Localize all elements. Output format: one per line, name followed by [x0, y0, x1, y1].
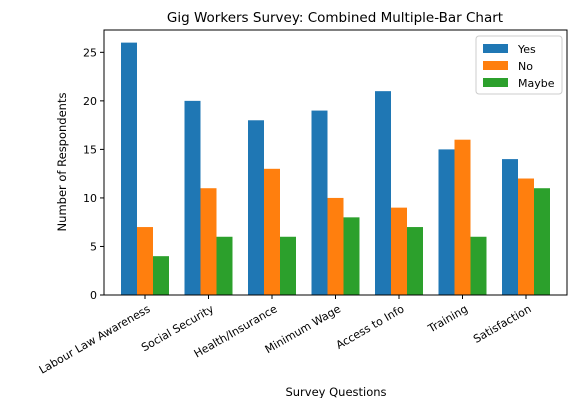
legend-swatch-maybe	[483, 78, 508, 87]
legend-label-yes: Yes	[517, 43, 536, 56]
bar-no-1	[137, 227, 153, 295]
bar-maybe-2	[216, 236, 233, 295]
x-tick-label: Training	[425, 302, 470, 335]
legend-swatch-yes	[483, 44, 508, 53]
bar-yes-2	[184, 100, 201, 295]
bar-maybe-5	[407, 227, 423, 295]
plot-frame	[103, 29, 568, 296]
x-tick-label: Satisfaction	[471, 302, 533, 346]
bar-yes-4	[311, 110, 328, 295]
bar-maybe-7	[534, 188, 550, 295]
x-tick-label: Labour Law Awareness	[37, 302, 153, 376]
bar-no-2	[200, 188, 217, 295]
bar-no-3	[264, 168, 280, 295]
x-tick-label: Access to Info	[334, 302, 407, 352]
bar-maybe-4	[343, 217, 360, 295]
y-tick-label: 0	[90, 289, 97, 302]
bar-maybe-6	[470, 236, 487, 295]
bar-yes-7	[502, 159, 518, 295]
bar-no-7	[518, 178, 534, 295]
bar-no-6	[454, 139, 471, 295]
legend-label-maybe: Maybe	[518, 77, 555, 90]
bar-yes-5	[375, 91, 391, 296]
y-tick-label: 10	[83, 192, 97, 205]
bar-maybe-1	[153, 256, 169, 295]
bar-no-5	[391, 207, 407, 295]
bar-yes-1	[121, 42, 137, 295]
y-tick-label: 5	[90, 240, 97, 253]
legend-label-no: No	[518, 60, 533, 73]
y-tick-label: 25	[83, 46, 97, 59]
y-tick-label: 20	[83, 95, 97, 108]
bar-yes-6	[438, 149, 455, 295]
bar-yes-3	[248, 120, 264, 296]
chart-title: Gig Workers Survey: Combined Multiple-Ba…	[167, 10, 503, 26]
bar-no-4	[327, 197, 344, 295]
y-axis: 0 5 10 15 20 25	[83, 46, 104, 302]
y-tick-label: 15	[83, 143, 97, 156]
legend-swatch-no	[483, 61, 508, 70]
x-axis-label: Survey Questions	[285, 385, 386, 398]
bar-maybe-3	[280, 236, 296, 295]
legend: Yes No Maybe	[475, 35, 563, 95]
y-axis-label: Number of Respondents	[55, 93, 69, 232]
bars-layer	[121, 42, 550, 296]
